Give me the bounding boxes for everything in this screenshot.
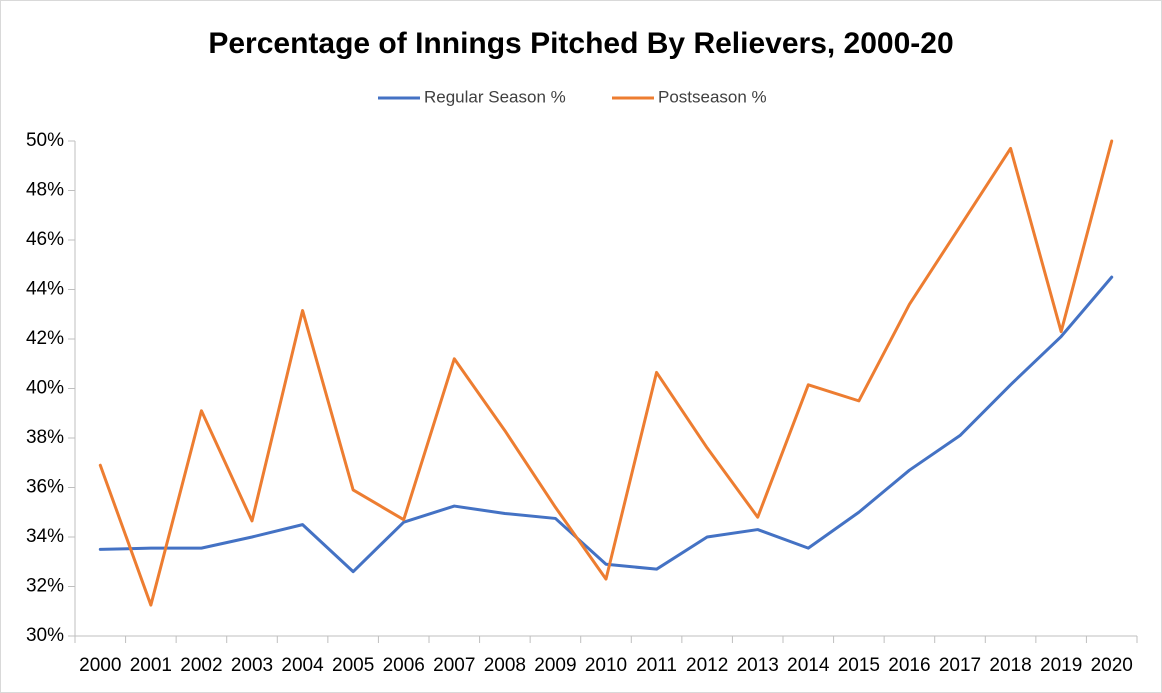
legend-label: Regular Season % (424, 87, 566, 106)
x-tick-label: 2008 (484, 655, 526, 676)
x-tick-label: 2013 (737, 655, 779, 676)
x-tick-label: 2004 (281, 655, 324, 676)
x-tick-label: 2017 (939, 655, 981, 676)
y-tick-label: 38% (26, 427, 64, 448)
x-tick-label: 2006 (383, 655, 425, 676)
y-tick-label: 44% (26, 279, 64, 300)
series-line (98, 139, 1114, 607)
x-tick-label: 2016 (888, 655, 930, 676)
chart-title: Percentage of Innings Pitched By Relieve… (208, 27, 953, 60)
y-tick-label: 36% (26, 477, 64, 498)
y-tick-label: 34% (26, 526, 64, 547)
y-tick-label: 32% (26, 576, 64, 597)
x-tick-label: 2018 (989, 655, 1031, 676)
x-tick-label: 2001 (130, 655, 172, 676)
y-tick-label: 30% (26, 625, 64, 646)
y-tick-label: 50% (26, 130, 64, 151)
y-tick-label: 40% (26, 378, 64, 399)
x-tick-label: 2012 (686, 655, 728, 676)
x-tick-label: 2005 (332, 655, 374, 676)
y-tick-label: 46% (26, 229, 64, 250)
y-tick-label: 48% (26, 180, 64, 201)
x-tick-label: 2020 (1091, 655, 1133, 676)
x-tick-label: 2009 (534, 655, 576, 676)
x-tick-label: 2002 (180, 655, 222, 676)
legend-label: Postseason % (658, 87, 767, 106)
series-line (98, 275, 1114, 574)
x-tick-label: 2007 (433, 655, 475, 676)
x-tick-label: 2014 (787, 655, 830, 676)
y-tick-label: 42% (26, 328, 64, 349)
x-tick-label: 2019 (1040, 655, 1082, 676)
x-tick-label: 2003 (231, 655, 273, 676)
x-tick-label: 2000 (79, 655, 121, 676)
x-tick-label: 2015 (838, 655, 880, 676)
x-tick-label: 2011 (636, 655, 677, 676)
x-tick-label: 2010 (585, 655, 627, 676)
